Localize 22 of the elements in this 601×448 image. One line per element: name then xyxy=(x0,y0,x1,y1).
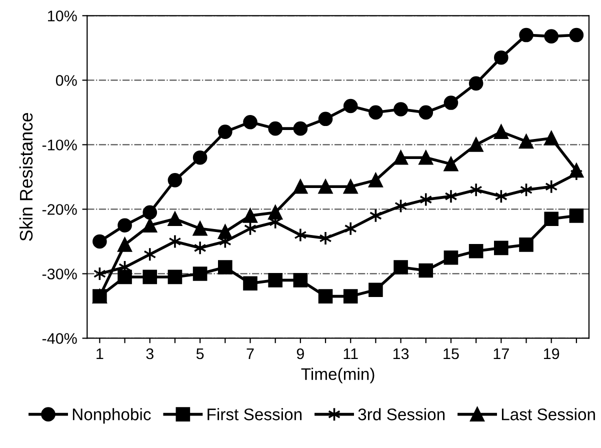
x-tick-label: 19 xyxy=(544,348,560,360)
x-tick-label: 11 xyxy=(344,348,358,360)
legend-label: Last Session xyxy=(502,408,595,420)
y-tick-label: -10% xyxy=(42,140,77,150)
y-tick-label: 0% xyxy=(56,75,77,86)
x-tick-label: 15 xyxy=(444,348,459,360)
x-tick-label: 13 xyxy=(393,348,409,360)
legend-label: Nonphobic xyxy=(72,408,151,424)
y-tick-label: 10% xyxy=(48,10,77,22)
x-axis-title: Time(min) xyxy=(301,368,374,384)
y-tick-label: -20% xyxy=(42,204,77,215)
legend-label: 3rd Session xyxy=(358,408,445,420)
x-tick-label: 17 xyxy=(494,348,509,360)
y-tick-label: -40% xyxy=(42,333,77,344)
y-tick-label: -30% xyxy=(42,268,77,280)
x-tick-label: 3 xyxy=(146,348,154,360)
x-tick-label: 9 xyxy=(296,348,304,360)
x-tick-label: 1 xyxy=(96,348,104,360)
y-axis-title: Skin Resistance xyxy=(19,113,33,241)
legend-label: First Session xyxy=(208,408,302,420)
x-tick-label: 7 xyxy=(246,348,254,360)
x-tick-label: 5 xyxy=(196,348,204,360)
